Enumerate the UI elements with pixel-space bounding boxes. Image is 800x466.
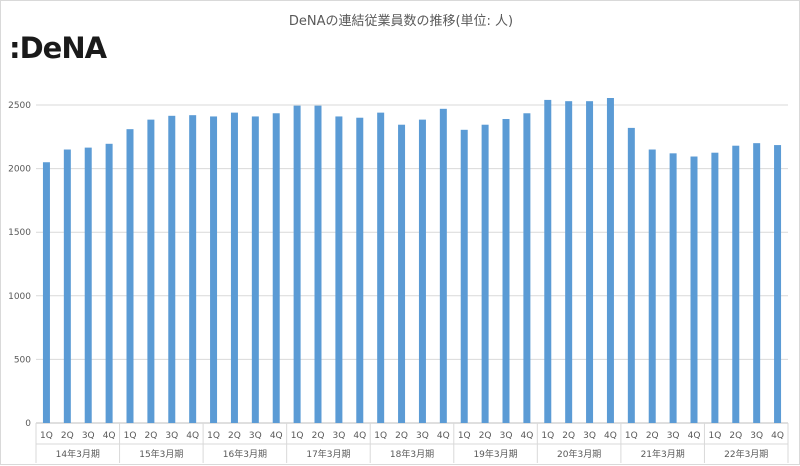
bar <box>753 143 761 423</box>
bar <box>439 108 447 423</box>
bar <box>481 124 489 423</box>
bar <box>690 156 698 424</box>
x-tick-label: 2Q <box>61 431 74 441</box>
y-tick-label: 0 <box>25 419 31 429</box>
y-tick-label: 500 <box>14 355 31 365</box>
bar <box>314 105 322 424</box>
x-tick-label: 4Q <box>520 431 533 441</box>
x-tick-label: 2Q <box>729 431 742 441</box>
bar <box>648 149 656 423</box>
x-tick-label: 4Q <box>771 431 784 441</box>
x-tick-label: 2Q <box>144 431 157 441</box>
x-tick-label: 3Q <box>82 431 95 441</box>
x-tick-label: 1Q <box>40 431 53 441</box>
x-tick-label: 1Q <box>124 431 137 441</box>
bar <box>460 129 468 423</box>
bar <box>210 116 218 423</box>
bar <box>356 117 364 423</box>
x-tick-label: 2Q <box>228 431 241 441</box>
x-tick-label: 3Q <box>750 431 763 441</box>
x-group-label: 14年3月期 <box>56 448 100 460</box>
bar <box>669 153 677 423</box>
y-tick-label: 2000 <box>8 165 31 175</box>
bar <box>565 101 573 424</box>
x-tick-label: 3Q <box>500 431 513 441</box>
x-tick-label: 4Q <box>353 431 366 441</box>
bar <box>272 113 280 423</box>
bar <box>189 115 197 424</box>
x-tick-label: 3Q <box>249 431 262 441</box>
bar <box>774 145 782 423</box>
x-tick-label: 2Q <box>646 431 659 441</box>
bar <box>84 147 92 423</box>
x-tick-label: 3Q <box>583 431 596 441</box>
bar <box>293 105 301 424</box>
x-tick-label: 1Q <box>708 431 721 441</box>
bar <box>523 113 531 423</box>
x-group-label: 15年3月期 <box>139 448 183 460</box>
y-tick-label: 1000 <box>8 292 31 302</box>
x-tick-label: 2Q <box>395 431 408 441</box>
x-group-label: 16年3月期 <box>223 448 267 460</box>
bar <box>711 152 719 423</box>
x-group-label: 20年3月期 <box>557 448 601 460</box>
bar <box>627 127 635 423</box>
bar <box>398 124 406 423</box>
x-tick-label: 3Q <box>332 431 345 441</box>
x-group-label: 17年3月期 <box>306 448 350 460</box>
bar <box>586 101 594 424</box>
x-tick-label: 2Q <box>562 431 575 441</box>
x-tick-label: 4Q <box>437 431 450 441</box>
x-tick-label: 3Q <box>416 431 429 441</box>
bar <box>544 99 552 424</box>
bar <box>63 149 71 423</box>
x-group-label: 21年3月期 <box>641 448 685 460</box>
x-tick-label: 1Q <box>458 431 471 441</box>
x-tick-label: 4Q <box>604 431 617 441</box>
bar <box>168 115 176 423</box>
x-tick-label: 4Q <box>186 431 199 441</box>
x-tick-label: 4Q <box>688 431 701 441</box>
y-tick-label: 2500 <box>8 101 31 111</box>
chart-title: DeNAの連結従業員数の推移(単位: 人) <box>288 14 514 29</box>
x-group-label: 19年3月期 <box>473 448 517 460</box>
bar <box>418 119 426 424</box>
bar <box>606 98 614 423</box>
bar <box>126 129 134 423</box>
bar <box>251 116 259 423</box>
x-tick-label: 4Q <box>270 431 283 441</box>
y-tick-label: 1500 <box>8 228 31 238</box>
x-tick-label: 1Q <box>374 431 387 441</box>
bar <box>377 112 385 423</box>
bar <box>732 145 740 424</box>
bar <box>42 162 50 424</box>
x-tick-label: 1Q <box>291 431 304 441</box>
x-tick-label: 3Q <box>165 431 178 441</box>
x-tick-label: 2Q <box>479 431 492 441</box>
bar <box>147 119 155 424</box>
x-group-label: 22年3月期 <box>724 448 768 460</box>
bar <box>335 116 343 423</box>
x-group-label: 18年3月期 <box>390 448 434 460</box>
bar <box>105 143 113 423</box>
x-tick-label: 3Q <box>667 431 680 441</box>
x-tick-label: 1Q <box>207 431 220 441</box>
x-tick-label: 4Q <box>103 431 116 441</box>
bar <box>502 118 510 423</box>
dena-logo: :DeNA <box>9 31 107 65</box>
x-tick-label: 1Q <box>625 431 638 441</box>
x-tick-label: 1Q <box>541 431 554 441</box>
bar <box>230 112 238 423</box>
x-tick-label: 2Q <box>312 431 325 441</box>
